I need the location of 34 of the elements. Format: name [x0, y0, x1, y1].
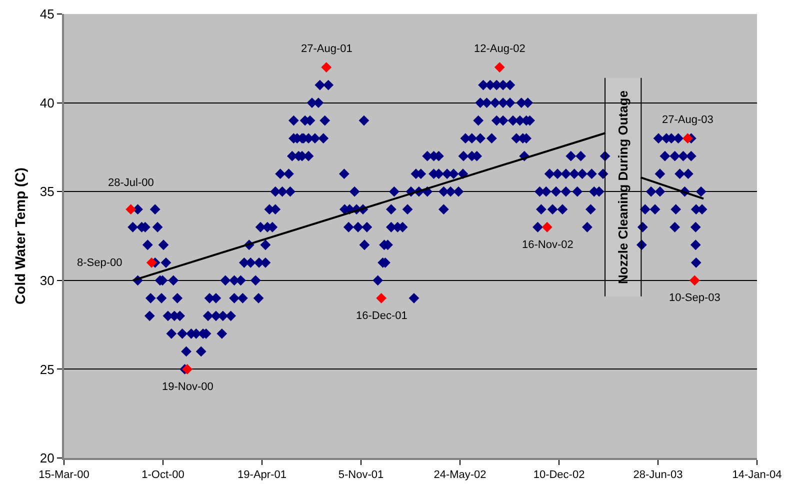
annotation: 28-Jul-00: [108, 177, 154, 189]
point: [182, 364, 192, 374]
annotation: 19-Nov-00: [162, 381, 214, 393]
x-tick-label: 5-Nov-01: [338, 469, 384, 482]
y-tick-label: 25: [40, 362, 54, 377]
y-tick-label: 40: [40, 95, 54, 110]
y-axis-title: Cold Water Temp (C): [12, 168, 28, 304]
y-tick-label: 35: [40, 184, 54, 200]
annotation: 16-Dec-01: [356, 310, 408, 322]
annotation: 10-Sep-03: [669, 292, 720, 304]
x-tick-label: 10-Dec-02: [533, 469, 585, 482]
point: [494, 62, 505, 72]
annotation: 27-Aug-03: [662, 114, 714, 126]
annotation: 16-Nov-02: [522, 239, 574, 251]
y-tick-label: 30: [40, 272, 54, 288]
x-tick-label: 1-Oct-00: [142, 469, 184, 482]
annotation: 8-Sep-00: [77, 257, 122, 269]
point: [146, 257, 157, 268]
band-label: Nozzle Cleaning During Outage: [616, 90, 631, 284]
annotation: 27-Aug-01: [301, 43, 352, 55]
x-tick-label: 14-Jan-04: [732, 469, 782, 482]
y-tick-label: 45: [40, 6, 54, 22]
point: [542, 222, 552, 232]
x-tick-label: 19-Apr-01: [238, 469, 286, 482]
x-tick-label: 24-May-02: [434, 469, 486, 482]
point: [126, 204, 136, 215]
point: [376, 292, 386, 304]
y-tick-label: 20: [40, 450, 54, 466]
point: [321, 62, 332, 72]
x-tick-label: 15-Mar-00: [38, 469, 90, 482]
x-tick-label: 28-Jun-03: [633, 469, 683, 482]
point: [689, 275, 700, 286]
point: [682, 133, 693, 144]
annotation: 12-Aug-02: [474, 43, 526, 55]
